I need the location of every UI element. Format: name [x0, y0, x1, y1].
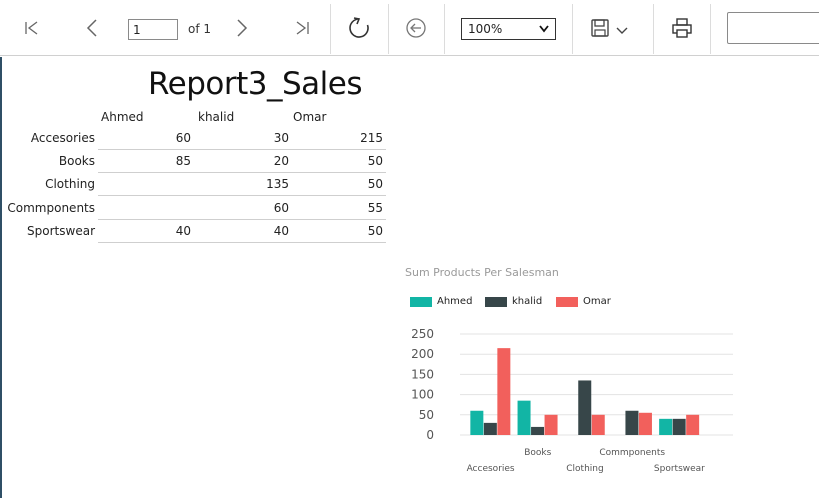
sales-bar-chart: 0 50 100 150 200 250 Accesories Books Clothing Co…	[395, 260, 745, 485]
left-edge-strip	[0, 57, 2, 498]
matrix-cell: 135	[266, 177, 289, 191]
bar-khalid	[578, 380, 592, 435]
report-title: Report3_Sales	[148, 66, 363, 102]
refresh-button[interactable]	[345, 14, 373, 42]
row-divider	[98, 242, 386, 243]
matrix-row: Commponents 60 55	[0, 197, 386, 220]
matrix-cell: 60	[175, 131, 191, 145]
bar-omar	[638, 412, 652, 435]
matrix-cell: 40	[175, 224, 191, 238]
bar-omar	[497, 348, 511, 435]
zoom-value: 100%	[468, 22, 503, 36]
matrix-row-label: Books	[58, 154, 95, 168]
legend-label: khalid	[512, 296, 543, 307]
matrix-cell: 40	[273, 224, 289, 238]
x-tick-label: Books	[524, 448, 551, 458]
bar-khalid	[672, 418, 686, 435]
previous-page-button[interactable]	[78, 14, 106, 42]
bar-ahmed	[659, 418, 673, 435]
refresh-icon	[349, 17, 369, 38]
matrix-row-label: Sportswear	[27, 224, 95, 238]
find-text-input[interactable]	[727, 12, 819, 44]
legend-label: Omar	[583, 296, 611, 307]
bar-khalid	[531, 426, 545, 435]
legend-swatch	[410, 296, 432, 307]
back-to-parent-icon	[406, 18, 426, 38]
chevron-down-icon	[616, 27, 628, 34]
matrix-cell: 215	[360, 131, 383, 145]
print-icon	[672, 18, 692, 38]
last-page-icon	[296, 21, 309, 35]
toolbar-separator	[444, 4, 445, 54]
matrix-cell: 30	[273, 131, 289, 145]
save-icon	[591, 19, 609, 37]
previous-page-icon	[86, 19, 97, 37]
matrix-row: Accesories 60 30 215	[0, 127, 386, 150]
y-tick-label: 250	[411, 327, 434, 341]
chart-title: Sum Products Per Salesman	[405, 266, 559, 279]
legend-swatch	[556, 296, 578, 307]
y-tick-label: 200	[411, 347, 434, 361]
x-tick-label: Clothing	[566, 464, 603, 474]
y-tick-label: 50	[419, 408, 434, 422]
y-tick-label: 150	[411, 367, 434, 381]
report-viewer-toolbar: of 1 100%	[0, 0, 819, 56]
matrix-column-header: khalid	[198, 110, 235, 124]
toolbar-separator	[653, 4, 654, 54]
matrix-cell: 50	[367, 177, 383, 191]
matrix-row: Clothing 135 50	[0, 173, 386, 196]
matrix-row-label: Clothing	[45, 177, 95, 191]
bar-khalid	[483, 422, 497, 435]
toolbar-separator	[388, 4, 389, 54]
zoom-select[interactable]: 100%	[461, 18, 556, 40]
first-page-icon	[25, 21, 38, 35]
bar-ahmed	[470, 410, 484, 435]
matrix-cell: 85	[175, 154, 191, 168]
legend-label: Ahmed	[437, 296, 473, 307]
bar-ahmed	[517, 400, 531, 435]
last-page-button[interactable]	[288, 14, 316, 42]
matrix-row-label: Commponents	[7, 201, 95, 215]
chart-plot: 0 50 100 150 200 250 Accesories Books Clothing Co…	[411, 327, 733, 474]
matrix-column-header: Ahmed	[101, 110, 144, 124]
legend-item: Ahmed	[410, 296, 472, 307]
page-count-label: of 1	[188, 22, 212, 36]
matrix-column-header: Omar	[293, 110, 327, 124]
next-page-button[interactable]	[228, 14, 256, 42]
x-tick-label: Accesories	[467, 464, 515, 474]
legend-swatch	[485, 296, 507, 307]
legend-item: Omar	[556, 296, 611, 307]
toolbar-separator	[330, 4, 331, 54]
toolbar-separator	[572, 4, 573, 54]
matrix-cell: 60	[273, 201, 289, 215]
row-divider	[98, 195, 386, 196]
matrix-row: Books 85 20 50	[0, 150, 386, 173]
bar-khalid	[625, 410, 639, 435]
row-divider	[98, 149, 386, 150]
row-divider	[98, 172, 386, 173]
print-button[interactable]	[668, 14, 696, 42]
bar-omar	[544, 414, 558, 435]
save-export-button[interactable]	[590, 14, 636, 42]
matrix-cell: 50	[367, 154, 383, 168]
row-divider	[98, 219, 386, 220]
x-tick-label: Sportswear	[654, 464, 705, 474]
bar-omar	[591, 414, 605, 435]
toolbar-separator	[710, 4, 711, 54]
matrix-cell: 50	[367, 224, 383, 238]
matrix-cell: 20	[273, 154, 289, 168]
bar-omar	[686, 414, 700, 435]
legend-item: khalid	[485, 296, 542, 307]
y-tick-label: 0	[426, 428, 434, 442]
next-page-icon	[237, 19, 248, 37]
matrix-row-label: Accesories	[30, 131, 95, 145]
x-tick-label: Commponents	[599, 448, 665, 458]
back-to-parent-button[interactable]	[402, 14, 430, 42]
first-page-button[interactable]	[18, 14, 46, 42]
matrix-cell: 55	[367, 201, 383, 215]
y-tick-label: 100	[411, 388, 434, 402]
chevron-down-icon	[539, 25, 549, 33]
matrix-row: Sportswear 40 40 50	[0, 220, 386, 243]
current-page-input[interactable]	[128, 19, 178, 40]
